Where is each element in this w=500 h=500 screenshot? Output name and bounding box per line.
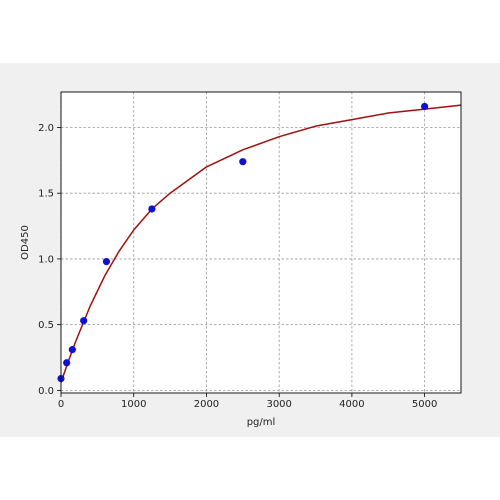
data-point: [102, 257, 111, 266]
data-point: [239, 158, 247, 166]
data-point: [80, 317, 88, 325]
data-point: [148, 205, 156, 213]
y-tick-label: 0.5: [38, 320, 54, 331]
chart-figure: 0 1000 2000 3000 4000 5000 0.0 0.5 1.0 1.5 2.0 pg/…: [0, 63, 500, 437]
data-point: [421, 102, 429, 111]
x-tick-label: 0: [58, 399, 64, 410]
y-tick-label: 1.0: [38, 254, 54, 265]
x-tick-label: 5000: [412, 399, 437, 410]
x-tick-label: 4000: [339, 399, 364, 410]
x-tick-label: 1000: [121, 399, 146, 410]
axis-ticks: 0 1000 2000 3000 4000 5000 0.0 0.5 1.0 1.5 2.0: [38, 123, 437, 410]
y-axis-label: OD450: [20, 225, 31, 260]
x-tick-label: 3000: [266, 399, 291, 410]
y-tick-label: 1.5: [38, 189, 54, 200]
data-point: [63, 359, 71, 367]
x-tick-label: 2000: [194, 399, 219, 410]
data-point: [68, 346, 76, 354]
y-tick-label: 2.0: [38, 123, 54, 134]
plot-frame: [60, 91, 462, 394]
chart-svg: 0 1000 2000 3000 4000 5000 0.0 0.5 1.0 1.5 2.0 pg/…: [20, 91, 462, 428]
grid-lines: [60, 92, 461, 393]
y-tick-label: 0.0: [38, 386, 54, 397]
plot-area: [61, 92, 461, 393]
x-axis-label: pg/ml: [247, 417, 276, 428]
data-points: [57, 102, 429, 383]
